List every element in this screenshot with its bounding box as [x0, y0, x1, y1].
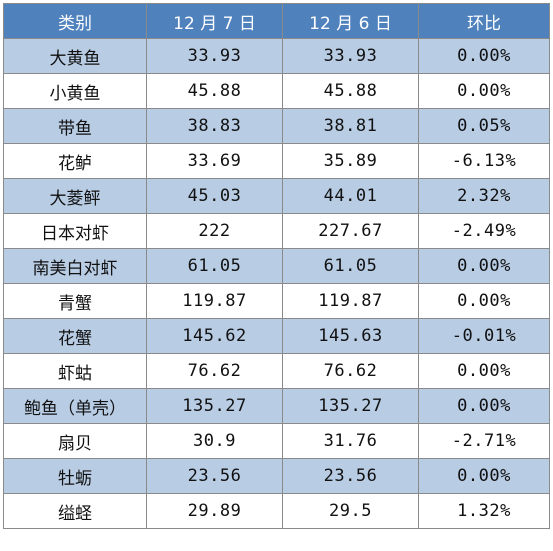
dec6-price-cell: 31.76 [282, 423, 419, 459]
change-cell: 1.32% [418, 493, 550, 529]
header-row: 类别 12 月 7 日 12 月 6 日 环比 [3, 3, 550, 39]
dec7-price-cell: 45.03 [146, 178, 283, 214]
table-row: 花蟹 145.62 145.63 -0.01% [3, 318, 550, 354]
category-cell: 花蟹 [3, 318, 147, 354]
category-cell: 牡蛎 [3, 458, 147, 494]
category-cell: 南美白对虾 [3, 248, 147, 284]
table-row: 日本对虾 222 227.67 -2.49% [3, 213, 550, 249]
dec6-price-cell: 38.81 [282, 108, 419, 144]
dec7-price-cell: 222 [146, 213, 283, 249]
category-cell: 缢蛏 [3, 493, 147, 529]
table-header: 类别 12 月 7 日 12 月 6 日 环比 [3, 3, 550, 39]
table-row: 大菱鲆 45.03 44.01 2.32% [3, 178, 550, 214]
change-cell: -2.71% [418, 423, 550, 459]
table-row: 花鲈 33.69 35.89 -6.13% [3, 143, 550, 179]
dec6-price-cell: 45.88 [282, 73, 419, 109]
dec7-price-cell: 23.56 [146, 458, 283, 494]
dec7-price-cell: 135.27 [146, 388, 283, 424]
category-cell: 扇贝 [3, 423, 147, 459]
category-cell: 大菱鲆 [3, 178, 147, 214]
dec6-price-cell: 145.63 [282, 318, 419, 354]
dec6-price-cell: 135.27 [282, 388, 419, 424]
change-cell: 0.00% [418, 353, 550, 389]
dec6-price-cell: 44.01 [282, 178, 419, 214]
dec6-price-cell: 35.89 [282, 143, 419, 179]
table-row: 缢蛏 29.89 29.5 1.32% [3, 493, 550, 529]
table-row: 青蟹 119.87 119.87 0.00% [3, 283, 550, 319]
change-cell: 0.00% [418, 248, 550, 284]
dec6-price-cell: 23.56 [282, 458, 419, 494]
table-row: 鲍鱼（单壳） 135.27 135.27 0.00% [3, 388, 550, 424]
category-cell: 大黄鱼 [3, 38, 147, 74]
header-change: 环比 [418, 3, 550, 39]
change-cell: 2.32% [418, 178, 550, 214]
category-cell: 青蟹 [3, 283, 147, 319]
dec7-price-cell: 33.69 [146, 143, 283, 179]
table-row: 小黄鱼 45.88 45.88 0.00% [3, 73, 550, 109]
change-cell: -2.49% [418, 213, 550, 249]
dec7-price-cell: 61.05 [146, 248, 283, 284]
price-comparison-table: 类别 12 月 7 日 12 月 6 日 环比 大黄鱼 33.93 33.93 … [3, 3, 550, 529]
change-cell: 0.05% [418, 108, 550, 144]
table-row: 牡蛎 23.56 23.56 0.00% [3, 458, 550, 494]
dec7-price-cell: 38.83 [146, 108, 283, 144]
category-cell: 带鱼 [3, 108, 147, 144]
header-dec7: 12 月 7 日 [146, 3, 283, 39]
dec6-price-cell: 227.67 [282, 213, 419, 249]
table-row: 虾蛄 76.62 76.62 0.00% [3, 353, 550, 389]
header-dec6: 12 月 6 日 [282, 3, 419, 39]
table-body: 大黄鱼 33.93 33.93 0.00% 小黄鱼 45.88 45.88 0.… [3, 38, 550, 529]
dec6-price-cell: 119.87 [282, 283, 419, 319]
dec6-price-cell: 76.62 [282, 353, 419, 389]
category-cell: 虾蛄 [3, 353, 147, 389]
category-cell: 花鲈 [3, 143, 147, 179]
change-cell: 0.00% [418, 38, 550, 74]
table-row: 大黄鱼 33.93 33.93 0.00% [3, 38, 550, 74]
change-cell: 0.00% [418, 283, 550, 319]
category-cell: 日本对虾 [3, 213, 147, 249]
dec6-price-cell: 61.05 [282, 248, 419, 284]
change-cell: -6.13% [418, 143, 550, 179]
table-row: 扇贝 30.9 31.76 -2.71% [3, 423, 550, 459]
change-cell: 0.00% [418, 388, 550, 424]
header-category: 类别 [3, 3, 147, 39]
dec7-price-cell: 33.93 [146, 38, 283, 74]
dec7-price-cell: 119.87 [146, 283, 283, 319]
dec6-price-cell: 33.93 [282, 38, 419, 74]
change-cell: 0.00% [418, 458, 550, 494]
table-row: 带鱼 38.83 38.81 0.05% [3, 108, 550, 144]
table-row: 南美白对虾 61.05 61.05 0.00% [3, 248, 550, 284]
change-cell: -0.01% [418, 318, 550, 354]
dec6-price-cell: 29.5 [282, 493, 419, 529]
category-cell: 小黄鱼 [3, 73, 147, 109]
change-cell: 0.00% [418, 73, 550, 109]
category-cell: 鲍鱼（单壳） [3, 388, 147, 424]
dec7-price-cell: 145.62 [146, 318, 283, 354]
dec7-price-cell: 76.62 [146, 353, 283, 389]
dec7-price-cell: 45.88 [146, 73, 283, 109]
dec7-price-cell: 29.89 [146, 493, 283, 529]
dec7-price-cell: 30.9 [146, 423, 283, 459]
